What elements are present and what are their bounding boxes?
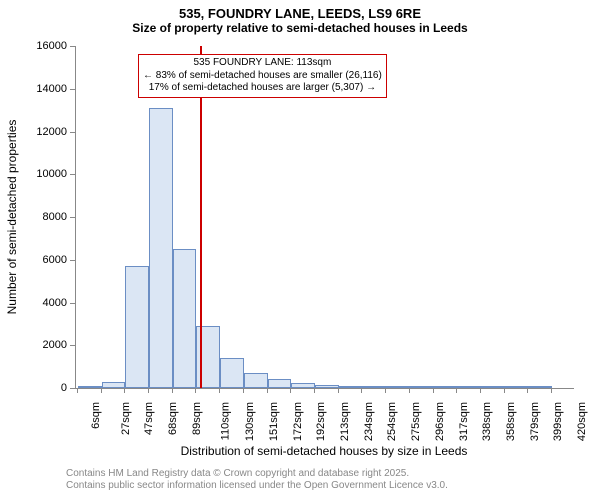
- x-tick-label: 89sqm: [191, 402, 203, 435]
- x-tick-label: 317sqm: [458, 402, 470, 441]
- footer-attribution: Contains HM Land Registry data © Crown c…: [66, 468, 448, 492]
- x-tick-label: 213sqm: [339, 402, 351, 441]
- y-tick-label: 6000: [27, 254, 67, 266]
- y-tick-label: 2000: [27, 339, 67, 351]
- x-tick-label: 110sqm: [220, 402, 232, 440]
- x-tick-label: 130sqm: [244, 402, 256, 441]
- x-tick: [456, 388, 457, 393]
- histogram-bar: [457, 386, 481, 388]
- x-axis-label: Distribution of semi-detached houses by …: [75, 444, 573, 458]
- y-tick-label: 10000: [27, 168, 67, 180]
- x-tick-label: 275sqm: [410, 402, 422, 441]
- x-tick: [314, 388, 315, 393]
- x-tick-label: 379sqm: [529, 402, 541, 441]
- histogram-bar: [173, 249, 197, 388]
- chart-subtitle: Size of property relative to semi-detach…: [0, 21, 600, 37]
- x-tick-label: 399sqm: [553, 402, 565, 441]
- x-tick-label: 151sqm: [268, 402, 280, 441]
- histogram-bar: [528, 386, 552, 388]
- annotation-line-1: 535 FOUNDRY LANE: 113sqm: [143, 57, 382, 70]
- footer-line-2: Contains public sector information licen…: [66, 480, 448, 492]
- histogram-bar: [102, 382, 126, 388]
- y-tick-label: 8000: [27, 211, 67, 223]
- x-tick: [433, 388, 434, 393]
- x-tick-label: 254sqm: [387, 402, 399, 441]
- x-tick-label: 27sqm: [120, 402, 132, 435]
- y-tick-label: 12000: [27, 126, 67, 138]
- histogram-bar: [481, 386, 505, 388]
- histogram-bar: [220, 358, 244, 388]
- y-tick-label: 0: [27, 382, 67, 394]
- x-tick-label: 192sqm: [315, 402, 327, 441]
- x-tick: [172, 388, 173, 393]
- annotation-box: 535 FOUNDRY LANE: 113sqm← 83% of semi-de…: [138, 54, 387, 98]
- histogram-bar: [315, 385, 339, 388]
- x-tick: [385, 388, 386, 393]
- x-tick: [504, 388, 505, 393]
- x-tick: [267, 388, 268, 393]
- histogram-bar: [78, 386, 102, 388]
- histogram-bar: [339, 386, 363, 388]
- histogram-bar: [362, 386, 386, 388]
- x-tick: [77, 388, 78, 393]
- x-tick-label: 6sqm: [90, 402, 102, 429]
- x-tick: [551, 388, 552, 393]
- x-tick-label: 338sqm: [481, 402, 493, 441]
- x-tick-label: 296sqm: [434, 402, 446, 441]
- annotation-line-2: ← 83% of semi-detached houses are smalle…: [143, 70, 382, 83]
- x-tick-label: 234sqm: [363, 402, 375, 441]
- x-tick-label: 47sqm: [143, 402, 155, 435]
- x-tick: [219, 388, 220, 393]
- x-tick-label: 358sqm: [505, 402, 517, 441]
- histogram-bar: [386, 386, 410, 388]
- x-tick: [124, 388, 125, 393]
- x-tick: [195, 388, 196, 393]
- histogram-bar: [125, 266, 149, 388]
- histogram-bar: [291, 383, 315, 388]
- y-tick-label: 16000: [27, 40, 67, 52]
- histogram-bar: [244, 373, 268, 388]
- chart-title: 535, FOUNDRY LANE, LEEDS, LS9 6RE: [0, 0, 600, 21]
- x-tick: [148, 388, 149, 393]
- histogram-bar: [149, 108, 173, 388]
- footer-line-1: Contains HM Land Registry data © Crown c…: [66, 468, 448, 480]
- y-axis-label: Number of semi-detached properties: [5, 117, 19, 317]
- x-tick: [101, 388, 102, 393]
- x-tick-label: 172sqm: [292, 402, 304, 441]
- x-tick: [527, 388, 528, 393]
- x-tick: [290, 388, 291, 393]
- x-tick-label: 68sqm: [167, 402, 179, 435]
- x-tick: [480, 388, 481, 393]
- x-tick-label: 420sqm: [576, 402, 588, 441]
- histogram-bar: [410, 386, 434, 388]
- y-tick-label: 14000: [27, 83, 67, 95]
- y-tick-label: 4000: [27, 297, 67, 309]
- histogram-bar: [434, 386, 458, 388]
- x-tick: [338, 388, 339, 393]
- histogram-bar: [268, 379, 292, 388]
- x-tick: [361, 388, 362, 393]
- histogram-chart: 535, FOUNDRY LANE, LEEDS, LS9 6RE Size o…: [0, 0, 600, 500]
- annotation-line-3: 17% of semi-detached houses are larger (…: [143, 82, 382, 95]
- x-tick: [409, 388, 410, 393]
- histogram-bar: [505, 386, 529, 388]
- x-tick: [243, 388, 244, 393]
